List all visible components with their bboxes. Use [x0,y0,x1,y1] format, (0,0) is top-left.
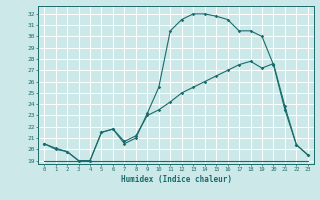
X-axis label: Humidex (Indice chaleur): Humidex (Indice chaleur) [121,175,231,184]
